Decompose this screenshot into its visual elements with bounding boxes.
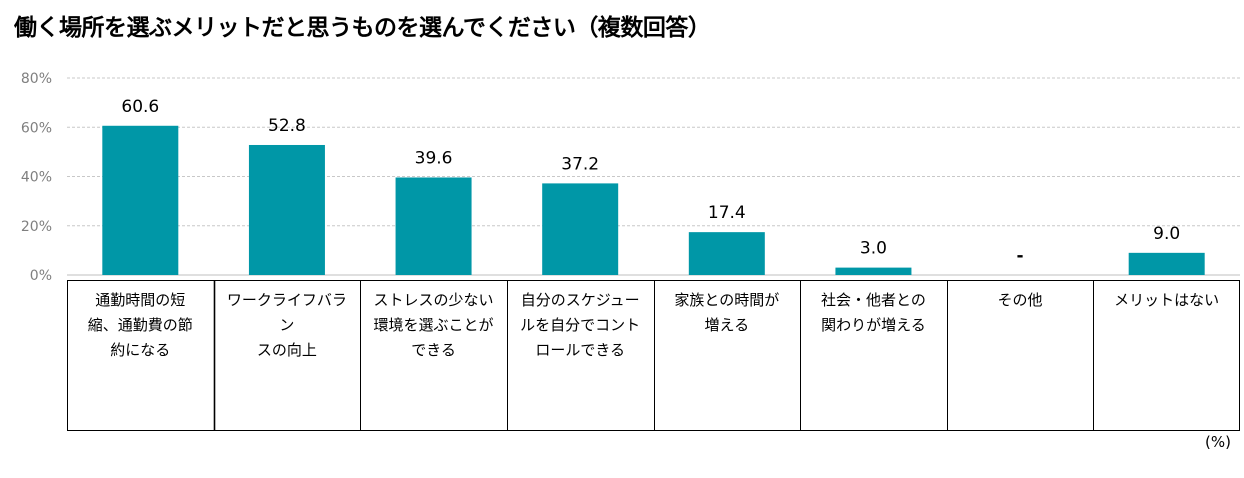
bar — [688, 232, 765, 275]
y-tick-label: 40% — [21, 170, 52, 186]
x-category-label-line: スの向上 — [256, 341, 317, 359]
data-label: 9.0 — [1153, 224, 1180, 244]
x-category-label-line: 環境を選ぶことが — [373, 316, 494, 334]
x-category-label: ワークライフバランスの向上 — [214, 288, 361, 363]
x-category-label: 家族との時間が 増える — [654, 288, 801, 338]
category-table — [67, 280, 1240, 431]
x-category-label: 通勤時間の短 縮、通勤費の節 約になる — [67, 288, 214, 363]
x-category-label-line: 増える — [704, 316, 750, 334]
bar — [835, 267, 912, 275]
bar — [1128, 252, 1205, 275]
bar — [395, 177, 472, 275]
bar — [542, 183, 619, 275]
x-category-label-line: ルを自分でコント — [520, 316, 641, 334]
unit-label: (%) — [1205, 433, 1231, 451]
data-label: 60.6 — [121, 97, 159, 117]
x-category-label-line: 家族との時間が — [674, 291, 780, 309]
bar — [248, 144, 325, 275]
x-category-label-line: 社会・他者との — [821, 291, 926, 309]
data-label: - — [1017, 246, 1024, 266]
x-category-label: メリットはない — [1093, 288, 1240, 313]
bar — [102, 125, 179, 276]
x-category-label-line: ロールできる — [535, 341, 626, 359]
y-tick-label: 0% — [30, 268, 52, 284]
chart-title: 働く場所を選ぶメリットだと思うものを選んでください（複数回答） — [14, 15, 711, 41]
x-category-label-line: メリットはない — [1114, 291, 1220, 309]
data-label: 17.4 — [708, 203, 746, 223]
data-label: 52.8 — [268, 116, 306, 136]
x-category-label-line: 自分のスケジュー — [520, 291, 640, 309]
x-category-label-line: その他 — [997, 291, 1043, 309]
data-label: 39.6 — [415, 148, 453, 168]
x-category-label: 社会・他者との 関わりが増える — [800, 288, 947, 338]
data-label: 37.2 — [561, 154, 599, 174]
x-category-label: その他 — [947, 288, 1094, 313]
x-category-label-line: 関わりが増える — [821, 316, 926, 334]
x-category-label-line: 縮、通勤費の節 — [87, 316, 193, 334]
x-category-label-line: 通勤時間の短 — [95, 291, 186, 309]
x-category-label-line: 約になる — [110, 341, 171, 359]
y-tick-label: 20% — [21, 219, 52, 235]
y-tick-label: 60% — [21, 120, 52, 136]
y-tick-label: 80% — [21, 71, 52, 87]
data-label: 3.0 — [860, 239, 887, 259]
x-category-label-line: ワークライフバラン — [226, 291, 347, 334]
x-category-label-line: ストレスの少ない — [373, 291, 494, 309]
x-category-label-line: できる — [411, 341, 456, 359]
x-category-label: 自分のスケジュー ルを自分でコント ロールできる — [507, 288, 654, 363]
x-category-label: ストレスの少ない 環境を選ぶことが できる — [360, 288, 507, 363]
